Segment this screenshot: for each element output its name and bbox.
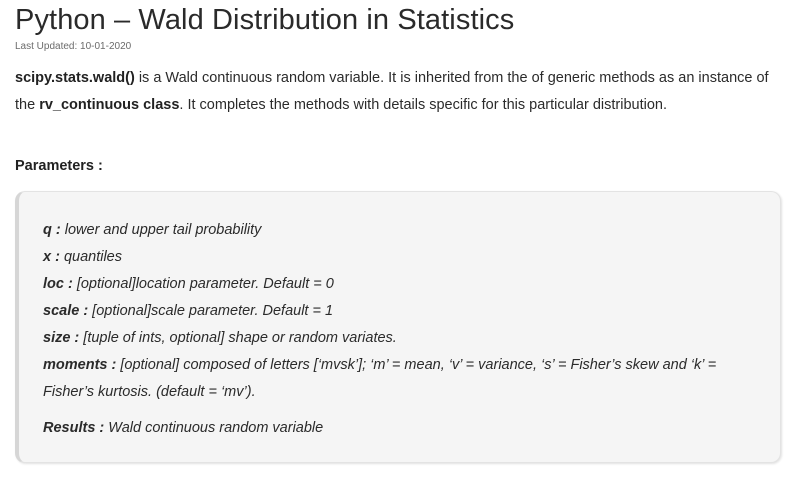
intro-text-1: is a Wald continuous random variable. It… <box>15 70 769 113</box>
param-name: scale : <box>43 303 89 319</box>
param-desc: [optional] composed of letters [‘mvsk’];… <box>43 357 717 400</box>
parameters-box: q : lower and upper tail probability x :… <box>15 191 781 463</box>
param-name: q : <box>43 222 61 238</box>
intro-function-name: scipy.stats.wald() <box>15 70 135 86</box>
intro-text-2: . It completes the methods with details … <box>179 97 667 113</box>
param-desc: [optional]location parameter. Default = … <box>72 276 334 292</box>
param-q: q : lower and upper tail probability <box>43 217 768 244</box>
param-desc: [tuple of ints, optional] shape or rando… <box>79 330 397 346</box>
page-title: Python – Wald Distribution in Statistics <box>15 4 515 36</box>
param-moments: moments : [optional] composed of letters… <box>43 352 768 406</box>
intro-class-name: rv_continuous class <box>39 97 180 113</box>
param-x: x : quantiles <box>43 244 768 271</box>
parameters-list: q : lower and upper tail probability x :… <box>43 217 768 442</box>
intro-paragraph: scipy.stats.wald() is a Wald continuous … <box>15 65 785 119</box>
results-desc: Wald continuous random variable <box>104 420 324 436</box>
param-scale: scale : [optional]scale parameter. Defau… <box>43 298 768 325</box>
results-row: Results : Wald continuous random variabl… <box>43 415 768 442</box>
param-desc: lower and upper tail probability <box>60 222 262 238</box>
param-name: x : <box>43 249 60 265</box>
param-name: moments : <box>43 357 117 373</box>
results-label: Results : <box>43 420 105 436</box>
param-name: size : <box>43 330 80 346</box>
param-desc: [optional]scale parameter. Default = 1 <box>88 303 334 319</box>
parameters-heading: Parameters : <box>15 158 103 174</box>
param-name: loc : <box>43 276 73 292</box>
last-updated-date: Last Updated: 10-01-2020 <box>15 41 132 52</box>
param-size: size : [tuple of ints, optional] shape o… <box>43 325 768 352</box>
param-loc: loc : [optional]location parameter. Defa… <box>43 271 768 298</box>
param-desc: quantiles <box>59 249 122 265</box>
